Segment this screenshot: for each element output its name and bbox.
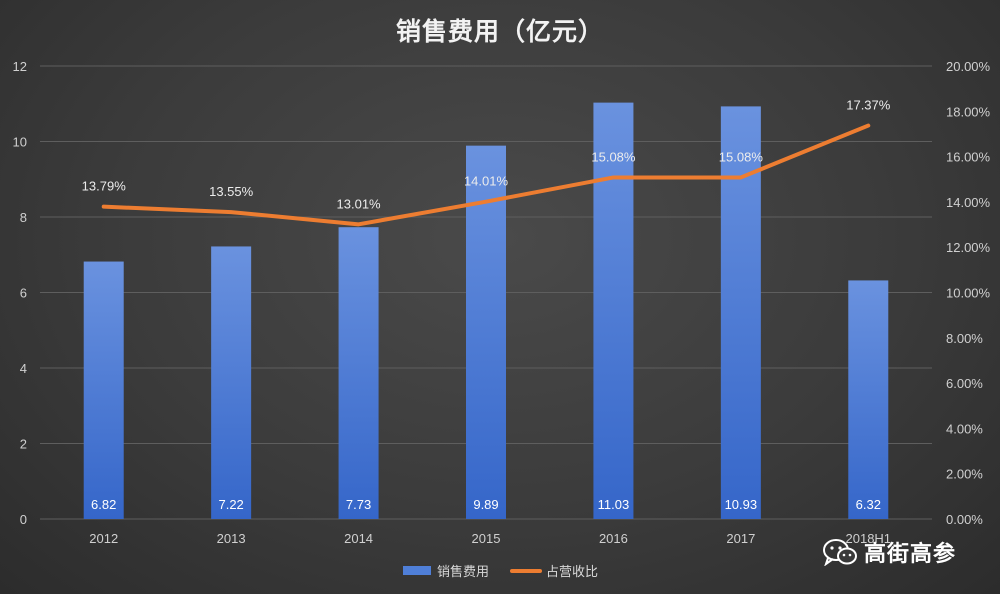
- right-axis: 0.00% 2.00% 4.00% 6.00% 8.00% 10.00% 12.00% 14.…: [946, 59, 991, 527]
- legend-bar-swatch: [403, 566, 431, 575]
- legend-bar-label: 销售费用: [437, 564, 489, 580]
- left-tick-label: 4: [20, 361, 27, 376]
- ratio-line: [101, 123, 871, 227]
- x-tick-label: 2015: [472, 531, 501, 546]
- line-value-label: 13.01%: [337, 196, 382, 211]
- right-tick-label: 0.00%: [946, 512, 983, 527]
- line-value-label: 17.37%: [846, 98, 891, 113]
- right-tick-label: 2.00%: [946, 467, 983, 482]
- ratio-line-series: 13.79% 13.55% 13.01% 14.01% 15.08% 15.08% 17.3…: [82, 98, 891, 227]
- right-tick-label: 14.00%: [946, 195, 991, 210]
- watermark-text: 高街高参: [864, 542, 957, 567]
- right-tick-label: 20.00%: [946, 59, 991, 74]
- left-tick-label: 10: [13, 135, 27, 150]
- bar-value-label: 9.89: [473, 497, 498, 512]
- bar: [593, 102, 634, 520]
- x-axis-labels: 2012 2013 2014 2015 2016 2017 2018H1: [89, 531, 891, 546]
- bar: [720, 106, 761, 519]
- right-tick-label: 12.00%: [946, 240, 991, 255]
- x-tick-label: 2012: [89, 531, 118, 546]
- watermark: 高街高参: [822, 536, 956, 568]
- bar-value-label: 11.03: [598, 497, 630, 512]
- bar-value-label: 6.32: [856, 497, 881, 512]
- line-value-label: 13.79%: [82, 179, 127, 194]
- bars: 6.82 7.22 7.73 9.89 11.03 10.93 6.32: [83, 102, 889, 520]
- right-tick-label: 16.00%: [946, 150, 991, 165]
- right-tick-label: 18.00%: [946, 104, 991, 119]
- x-tick-label: 2018H1: [846, 531, 892, 546]
- right-tick-label: 6.00%: [946, 376, 983, 391]
- x-tick-label: 2017: [726, 531, 755, 546]
- right-tick-label: 4.00%: [946, 421, 983, 436]
- left-tick-label: 6: [20, 286, 27, 301]
- bar: [466, 145, 506, 519]
- legend-line-label: 占营收比: [546, 565, 598, 580]
- bar: [338, 227, 379, 519]
- chart-title: 销售费用（亿元）: [395, 17, 604, 46]
- line-value-label: 15.08%: [719, 149, 764, 164]
- bar-value-label: 7.22: [218, 497, 243, 512]
- x-tick-label: 2013: [217, 531, 246, 546]
- line-value-label: 15.08%: [591, 149, 636, 164]
- line-value-label: 14.01%: [464, 174, 509, 189]
- right-tick-label: 10.00%: [946, 286, 991, 301]
- right-tick-label: 8.00%: [946, 331, 983, 346]
- bar: [848, 280, 889, 519]
- left-tick-label: 0: [20, 512, 27, 527]
- x-tick-label: 2014: [344, 531, 373, 546]
- wechat-icon: [823, 539, 857, 566]
- bar-value-label: 6.82: [91, 497, 116, 512]
- left-tick-label: 8: [20, 210, 27, 225]
- bar: [211, 246, 252, 519]
- left-axis: 0 2 4 6 8 10 12: [13, 59, 27, 527]
- bar-value-label: 7.73: [346, 497, 371, 512]
- left-tick-label: 12: [13, 59, 27, 74]
- bar: [83, 261, 124, 519]
- line-value-label: 13.55%: [209, 184, 254, 199]
- left-tick-label: 2: [20, 437, 27, 452]
- x-tick-label: 2016: [599, 531, 628, 546]
- legend: 销售费用 占营收比: [403, 564, 598, 580]
- bar-value-label: 10.93: [725, 497, 758, 512]
